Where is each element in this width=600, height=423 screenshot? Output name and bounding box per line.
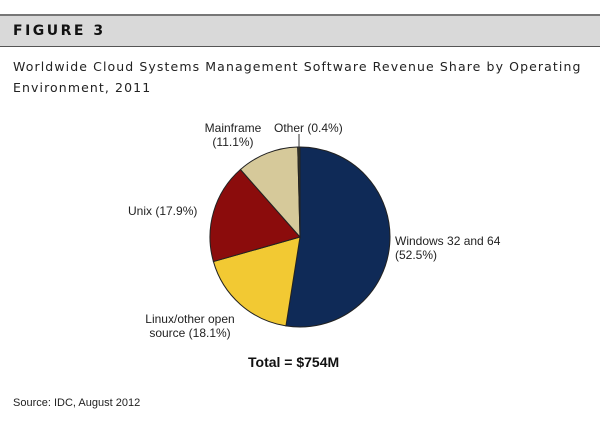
label-linux: Linux/other open source (18.1%) — [145, 312, 235, 340]
chart-title: Worldwide Cloud Systems Management Softw… — [13, 59, 582, 95]
label-unix: Unix (17.9%) — [128, 204, 198, 218]
pie-slice-windows-32-and-64 — [285, 146, 391, 328]
label-windows: Windows 32 and 64 (52.5%) — [395, 234, 501, 262]
figure-label: FIGURE 3 — [13, 23, 106, 39]
label-mainframe: Mainframe (11.1%) — [204, 121, 262, 149]
total-label: Total = $754M — [248, 354, 340, 370]
pie-slice-linux-other-open-source — [212, 236, 301, 327]
pie-slice-unix — [209, 168, 301, 263]
label-other: Other (0.4%) — [274, 121, 343, 135]
figure-header: FIGURE 3 — [0, 14, 600, 47]
source-note: Source: IDC, August 2012 — [13, 397, 141, 409]
